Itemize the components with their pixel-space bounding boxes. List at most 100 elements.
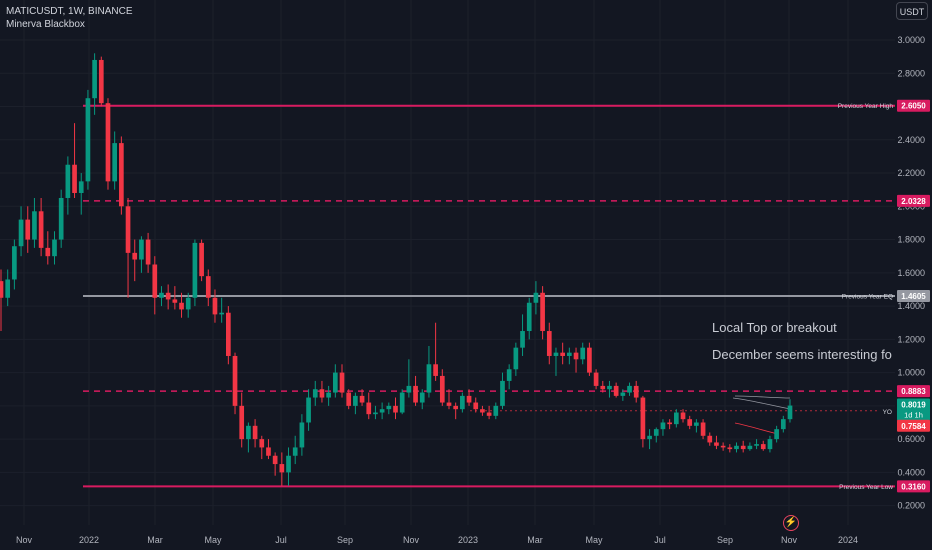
candle-body [673, 412, 679, 425]
y-tick-label: 1.2000 [897, 334, 925, 344]
y-tick-label: 2.8000 [897, 68, 925, 78]
candle-body [286, 455, 291, 473]
level-label: Previous Year Low [839, 484, 893, 491]
candle-body [680, 412, 686, 420]
candle-body [239, 405, 245, 440]
candle-body [32, 211, 37, 240]
candle-body [353, 395, 358, 406]
candle-body [105, 103, 111, 182]
candle-body [18, 219, 24, 247]
candle-body [165, 292, 171, 300]
candle-body [12, 246, 17, 280]
x-tick-label: Jul [275, 535, 287, 545]
time-axis: Nov 2022 Mar May Jul Sep Nov 2023 Mar May Jul Sep No… [16, 535, 858, 545]
candle-body [299, 422, 305, 448]
y-tick-label: 0.4000 [897, 467, 925, 477]
candle-body [667, 422, 672, 425]
symbol-title: MATICUSDT, 1W, BINANCE [6, 6, 133, 17]
candle-body [326, 392, 331, 398]
candle-body [446, 402, 452, 406]
candle-body [98, 59, 104, 104]
candle-body [506, 369, 512, 381]
candle-body [38, 211, 44, 248]
candle-body [700, 422, 706, 436]
candle-body [373, 412, 378, 415]
candle-body [359, 395, 365, 403]
candle-body [513, 347, 519, 370]
last-price-label: 0.8019 [901, 401, 926, 410]
candle-body [727, 447, 733, 450]
candle-body [587, 347, 592, 373]
candle-body [279, 464, 285, 473]
lightning-icon[interactable]: ⚡ [783, 515, 799, 531]
candle-body [246, 425, 251, 440]
candle-body [486, 412, 492, 416]
candle-body [386, 405, 392, 410]
y-tick-label: 3.0000 [897, 35, 925, 45]
candle-body [540, 292, 545, 332]
level-label: Previous Year High [838, 103, 894, 110]
candle-body [707, 435, 713, 443]
candle-body [767, 439, 773, 450]
candle-body [694, 422, 699, 426]
x-tick-label: Mar [147, 535, 163, 545]
candle-body [406, 385, 412, 393]
x-tick-label: 2024 [838, 535, 858, 545]
candle-body [613, 385, 619, 396]
countdown-label: 1d 1h [904, 411, 923, 420]
x-tick-label: 2022 [79, 535, 99, 545]
candle-body [192, 242, 198, 298]
candle-body [593, 372, 599, 386]
candle-body [212, 297, 218, 315]
candle-body [433, 364, 438, 376]
candle-body [199, 242, 204, 277]
y-tick-label: 1.4000 [897, 301, 925, 311]
candle-body [85, 98, 91, 182]
level-label: Previous Year EQ [842, 294, 893, 301]
candle-body [747, 445, 753, 450]
candle-body [640, 397, 646, 440]
candle-body [653, 429, 659, 436]
candle-body [185, 297, 191, 310]
candle-body [607, 385, 612, 390]
x-tick-label: Nov [16, 535, 33, 545]
candle-body [272, 455, 278, 465]
price-tag-label: 2.6050 [901, 102, 926, 111]
candle-body [145, 239, 151, 265]
price-tag-label: 0.3160 [901, 482, 926, 491]
price-tag [897, 194, 930, 207]
x-tick-label: May [204, 535, 222, 545]
yo-label: YO [883, 409, 892, 416]
candle-body [580, 347, 586, 360]
currency-unit-button[interactable]: USDT [896, 2, 928, 20]
candle-body [139, 239, 144, 260]
indicator-curve [734, 422, 779, 435]
candle-body [319, 389, 325, 398]
candle-body [266, 447, 271, 456]
annotation-line-1: Local Top or breakout [712, 320, 837, 335]
yo-price-label: 0.7584 [901, 422, 926, 431]
price-tag [897, 290, 930, 303]
y-tick-label: 1.6000 [897, 268, 925, 278]
candle-body [633, 385, 639, 398]
candle-body [72, 164, 77, 193]
level-lines: Previous Year High Previous Year EQ Previo… [83, 103, 895, 491]
candle-body [560, 352, 566, 356]
candle-body [480, 409, 485, 413]
candle-body [346, 392, 352, 406]
candle-body [473, 402, 479, 410]
candle-body [526, 302, 532, 332]
y-tick-label: 0.2000 [897, 501, 925, 511]
yo-price-tag [897, 419, 930, 432]
candle-body [500, 380, 505, 406]
candle-body [205, 276, 211, 298]
candle-body [573, 352, 579, 360]
candle-body [714, 442, 719, 446]
price-tag [897, 385, 930, 398]
candle-body [379, 409, 385, 413]
price-tag [897, 480, 930, 493]
candle-body [687, 419, 693, 426]
candle-body [460, 395, 465, 410]
indicator-name: Minerva Blackbox [6, 19, 85, 30]
